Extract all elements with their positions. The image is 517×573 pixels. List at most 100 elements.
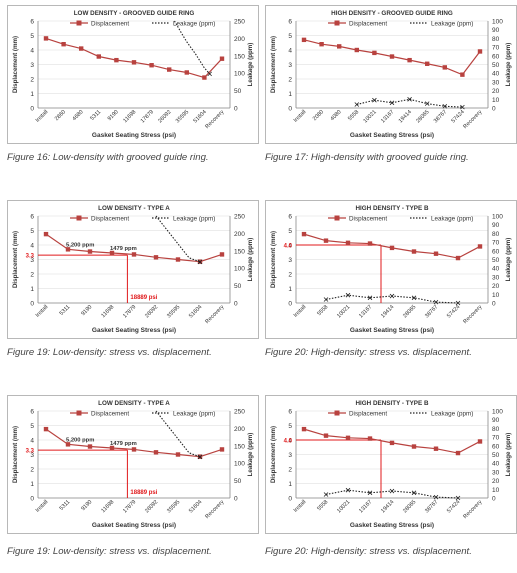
- data-point-leakage: [433, 299, 439, 305]
- x-tick-label: 5558: [316, 304, 329, 317]
- y-axis-title-right: Leakage (ppm): [247, 43, 254, 87]
- x-tick-label: 9190: [80, 304, 93, 317]
- data-point-displacement: [323, 238, 329, 243]
- y-tick-left: 0: [288, 301, 292, 308]
- x-tick-label: 28065: [415, 109, 430, 124]
- y-tick-right: 90: [492, 27, 500, 34]
- x-tick-label: 5558: [347, 109, 360, 122]
- y-tick-right: 100: [492, 409, 503, 416]
- chart-frame: 0 1 2 3 4 5 6 0 10 20 30 40 50 60 70 80 90 100 Install 2080…: [265, 5, 517, 144]
- y-tick-left: 0: [30, 496, 34, 503]
- data-point-displacement: [477, 244, 483, 249]
- legend-label-displacement: Displacement: [349, 215, 387, 222]
- legend-marker-displacement: [76, 20, 82, 26]
- y-tick-right: 0: [234, 496, 238, 503]
- x-tick-label: 57424: [446, 499, 461, 514]
- y-tick-right: 40: [492, 461, 500, 468]
- y-tick-left: 0: [30, 106, 34, 113]
- data-point-displacement: [109, 250, 115, 256]
- x-tick-label: 13167: [358, 304, 373, 319]
- y-tick-right: 150: [234, 443, 245, 450]
- legend-marker-displacement: [334, 410, 340, 416]
- data-point-displacement: [411, 444, 417, 449]
- data-point-displacement: [389, 245, 395, 251]
- y-tick-left: 5: [288, 228, 292, 235]
- data-point-displacement: [87, 249, 93, 254]
- x-tick-label: 51604: [188, 304, 203, 319]
- y-tick-left: 3: [288, 62, 292, 69]
- x-tick-label: 13167: [380, 109, 395, 124]
- annotation-hline-label: 3.3: [26, 449, 35, 455]
- y-tick-left: 4: [288, 438, 292, 445]
- x-axis-title: Gasket Seating Stress (psi): [350, 522, 434, 529]
- data-point-leakage: [442, 103, 448, 109]
- y-tick-left: 5: [288, 33, 292, 40]
- annotation-hline-label: 4.0: [284, 439, 293, 445]
- series-line-leakage: [174, 20, 211, 75]
- y-tick-left: 3: [30, 62, 34, 69]
- data-point-leakage: [345, 292, 351, 298]
- x-tick-label: 51604: [193, 109, 208, 124]
- y-tick-left: 2: [288, 77, 292, 84]
- data-point-displacement: [114, 57, 119, 63]
- y-axis-title-right: Leakage (ppm): [505, 238, 512, 282]
- y-tick-right: 100: [234, 266, 245, 273]
- data-point-displacement: [455, 450, 461, 456]
- data-point-displacement: [149, 63, 154, 68]
- figure-caption: Figure 20: High-density: stress vs. disp…: [265, 546, 472, 557]
- y-tick-right: 0: [492, 496, 496, 503]
- x-tick-label: 17879: [140, 109, 155, 124]
- data-point-displacement: [455, 255, 461, 261]
- y-tick-left: 3: [30, 452, 34, 459]
- annotation-label: 1479 ppm: [110, 246, 137, 252]
- data-point-displacement: [153, 255, 159, 260]
- data-point-leakage: [354, 102, 360, 107]
- x-tick-label: 35595: [166, 499, 181, 514]
- y-tick-left: 2: [288, 467, 292, 474]
- series-line-leakage: [155, 410, 201, 458]
- y-tick-right: 100: [492, 19, 503, 26]
- y-tick-left: 2: [30, 272, 34, 279]
- x-tick-label: Install: [35, 109, 50, 124]
- data-point-leakage: [411, 490, 417, 496]
- chart-low-density-type-a: 0 1 2 3 4 5 6 0 50 100 150 200 250 Install 5311 9190 116…: [12, 205, 254, 334]
- x-tick-label: 5558: [316, 499, 329, 512]
- data-point-displacement: [131, 60, 137, 65]
- data-point-leakage: [207, 71, 212, 77]
- data-point-displacement: [131, 252, 137, 257]
- y-tick-right: 70: [492, 45, 500, 52]
- x-tick-label: 11698: [100, 304, 115, 319]
- data-point-displacement: [433, 446, 439, 451]
- y-tick-left: 4: [288, 48, 292, 55]
- legend-label-displacement: Displacement: [91, 215, 129, 222]
- chart-title: HIGH DENSITY - TYPE B: [355, 205, 428, 212]
- x-tick-label: 9190: [107, 109, 120, 122]
- x-tick-label: 28065: [402, 499, 417, 514]
- x-tick-label: 9190: [80, 499, 93, 512]
- legend-label-leakage: Leakage (ppm): [431, 20, 473, 27]
- y-tick-right: 80: [492, 231, 500, 238]
- data-point-leakage: [367, 490, 373, 496]
- figure-caption: Figure 16: Low-density with grooved guid…: [7, 152, 209, 163]
- data-point-displacement: [301, 231, 307, 237]
- x-tick-label: 4080: [330, 109, 343, 122]
- x-tick-label: Recovery: [462, 304, 483, 325]
- y-tick-left: 6: [288, 214, 292, 221]
- legend-label-leakage: Leakage (ppm): [173, 20, 215, 27]
- y-tick-right: 0: [492, 301, 496, 308]
- data-point-displacement: [372, 50, 377, 56]
- y-tick-left: 1: [288, 286, 292, 293]
- x-tick-label: 38767: [433, 109, 448, 124]
- chart-title: LOW DENSITY - TYPE A: [98, 400, 170, 407]
- x-tick-label: 19414: [398, 109, 413, 124]
- y-tick-right: 200: [234, 426, 245, 433]
- x-tick-label: 19414: [380, 499, 395, 514]
- y-tick-left: 4: [288, 243, 292, 250]
- y-tick-right: 30: [492, 469, 500, 476]
- data-point-leakage: [367, 295, 373, 301]
- y-tick-left: 1: [30, 481, 34, 488]
- y-tick-right: 70: [492, 435, 500, 442]
- data-point-displacement: [337, 44, 342, 49]
- y-tick-right: 100: [492, 214, 503, 221]
- x-tick-label: 35595: [175, 109, 190, 124]
